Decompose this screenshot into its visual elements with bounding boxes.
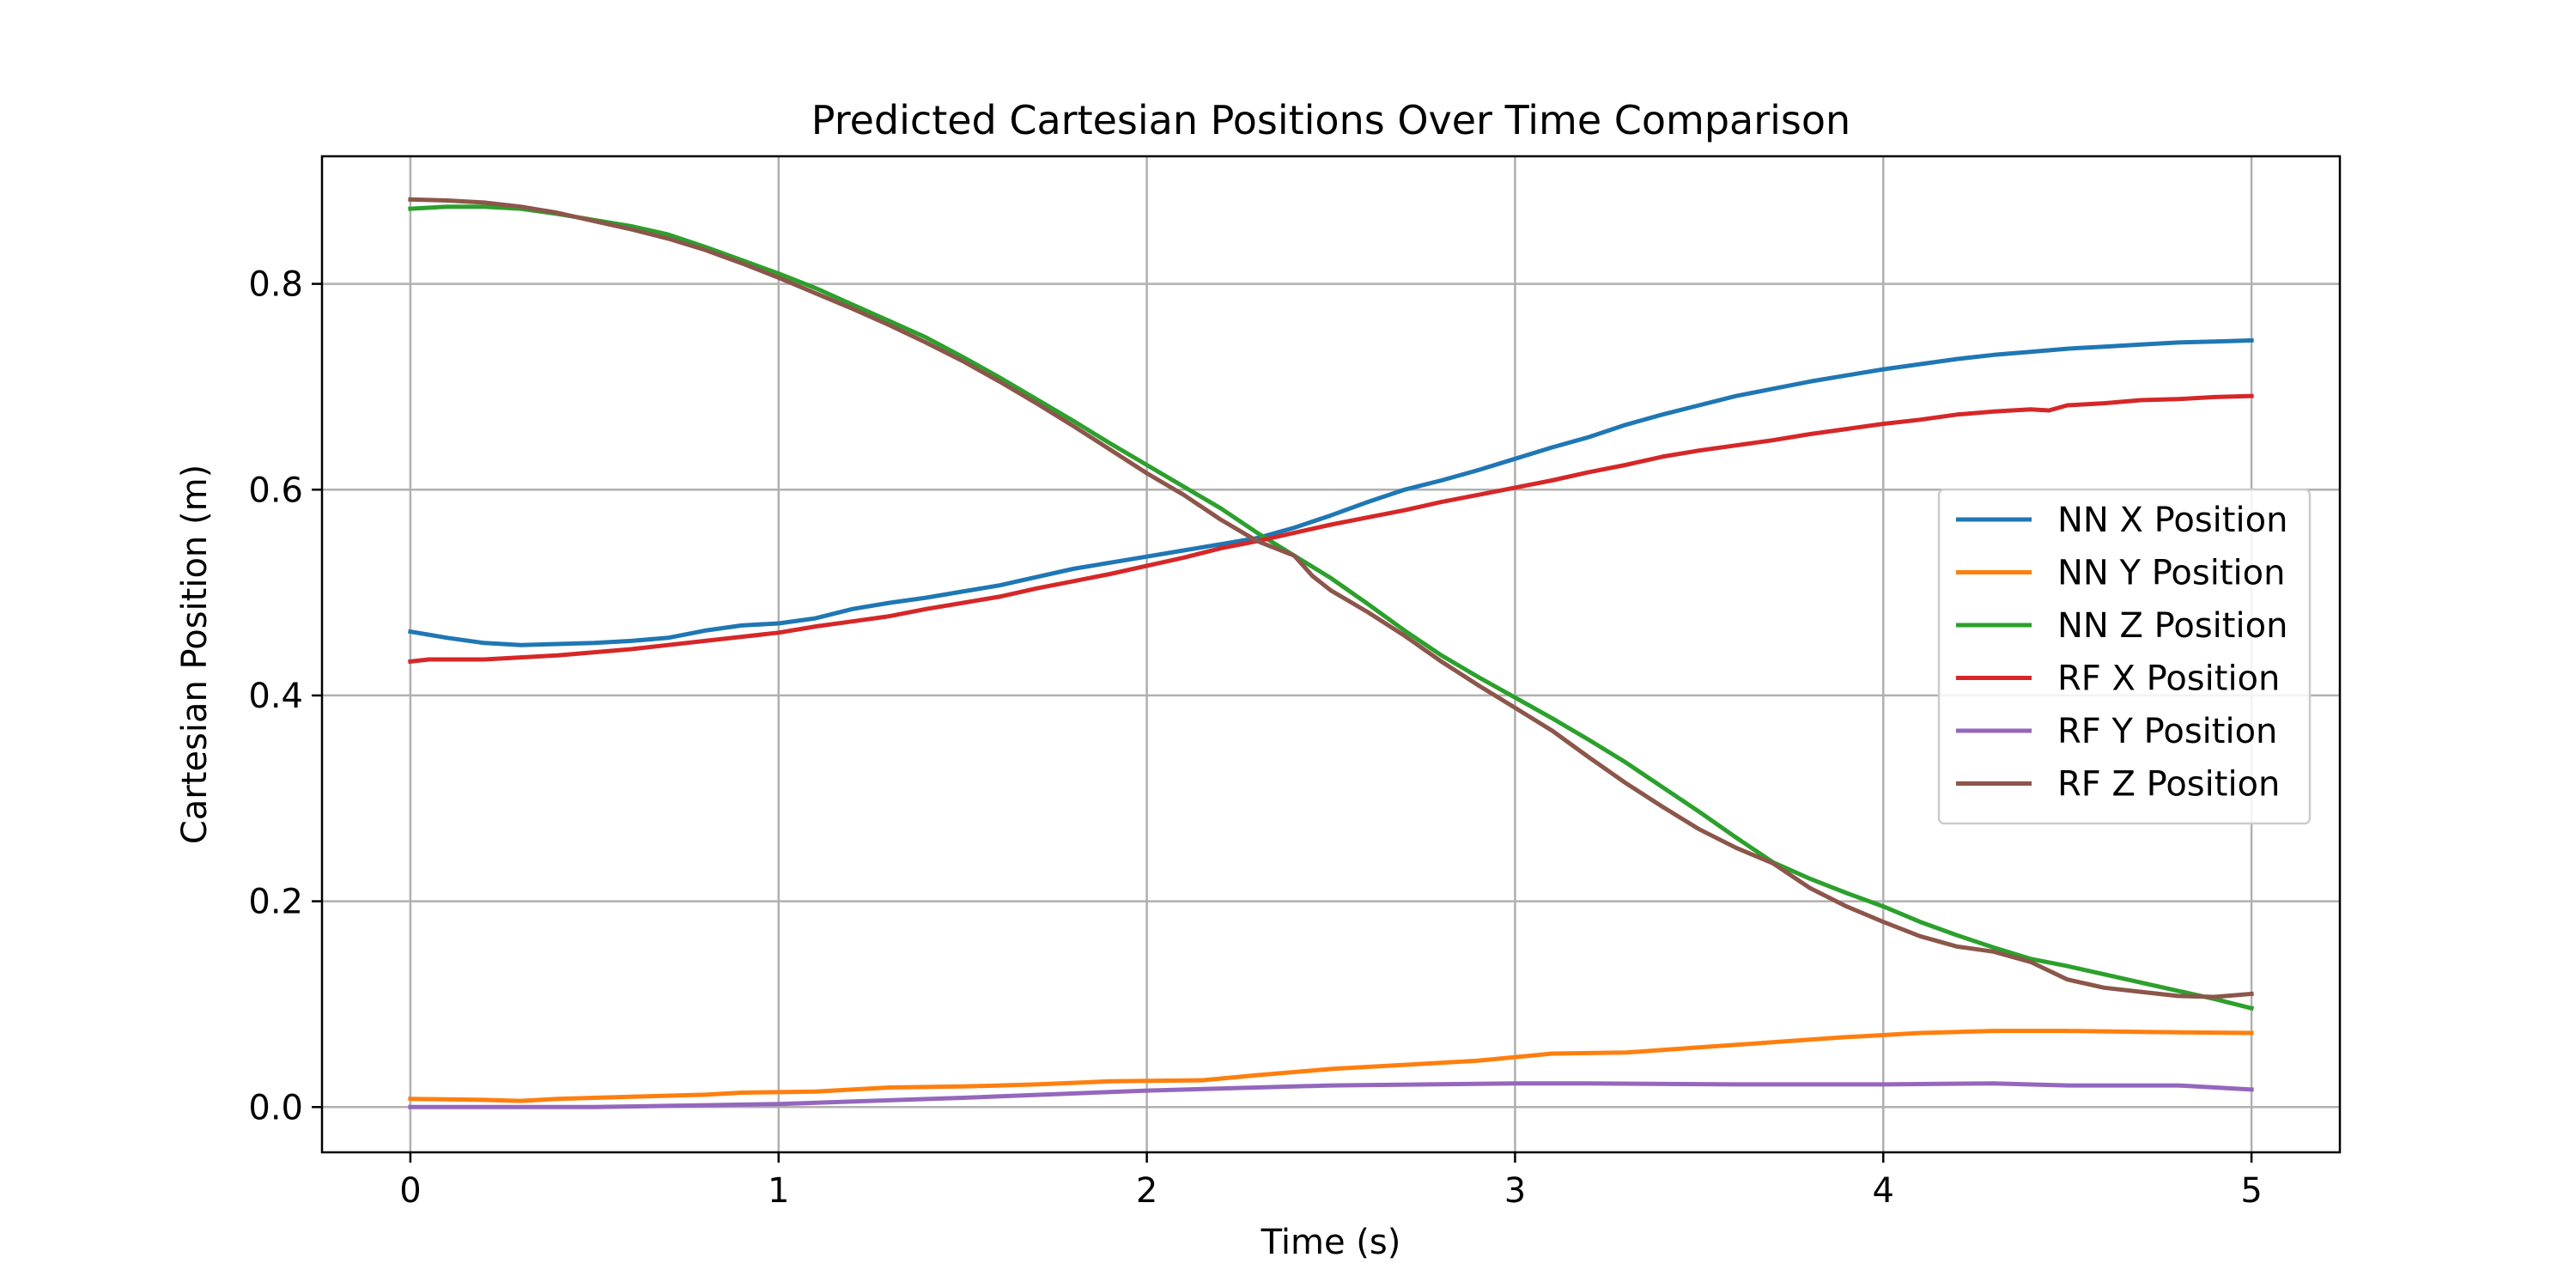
x-tick-label: 4 — [1873, 1171, 1894, 1211]
x-tick-label: 0 — [399, 1171, 421, 1211]
axis-ticks: 0 1 2 3 4 5 0.0 0.2 0.4 0.6 0.8 — [248, 265, 2262, 1211]
y-tick-label: 0.4 — [248, 677, 303, 716]
legend: NN X Position NN Y Position NN Z Position R… — [1937, 488, 2312, 825]
y-axis-label: Cartesian Position (m) — [175, 465, 215, 844]
x-axis-label: Time (s) — [1261, 1223, 1401, 1262]
series-line-nn-z-position — [408, 204, 2255, 1012]
legend-label-nn-y-position: NN Y Position — [2057, 554, 2285, 593]
legend-label-rf-x-position: RF X Position — [2057, 659, 2280, 699]
chart-title: Predicted Cartesian Positions Over Time … — [811, 97, 1850, 143]
y-tick-label: 0.0 — [248, 1088, 303, 1127]
series-line-nn-x-position — [408, 337, 2254, 647]
series-lines — [408, 197, 2255, 1109]
series-line-rf-x-position — [408, 393, 2254, 665]
series-line-nn-y-position — [408, 1029, 2254, 1103]
x-tick-label: 2 — [1136, 1171, 1157, 1211]
y-tick-label: 0.8 — [248, 265, 303, 305]
x-tick-label: 5 — [2240, 1171, 2262, 1211]
legend-label-rf-z-position: RF Z Position — [2057, 765, 2280, 805]
y-tick-label: 0.2 — [248, 883, 303, 922]
y-tick-label: 0.6 — [248, 471, 303, 510]
series-line-rf-z-position — [408, 197, 2254, 999]
x-tick-label: 1 — [768, 1171, 789, 1211]
legend-label-rf-y-position: RF Y Position — [2057, 712, 2277, 751]
series-line-rf-y-position — [408, 1081, 2254, 1109]
legend-label-nn-z-position: NN Z Position — [2057, 606, 2287, 646]
x-tick-label: 3 — [1504, 1171, 1526, 1211]
plot-frame — [320, 155, 2342, 1154]
legend-label-nn-x-position: NN X Position — [2057, 501, 2287, 540]
